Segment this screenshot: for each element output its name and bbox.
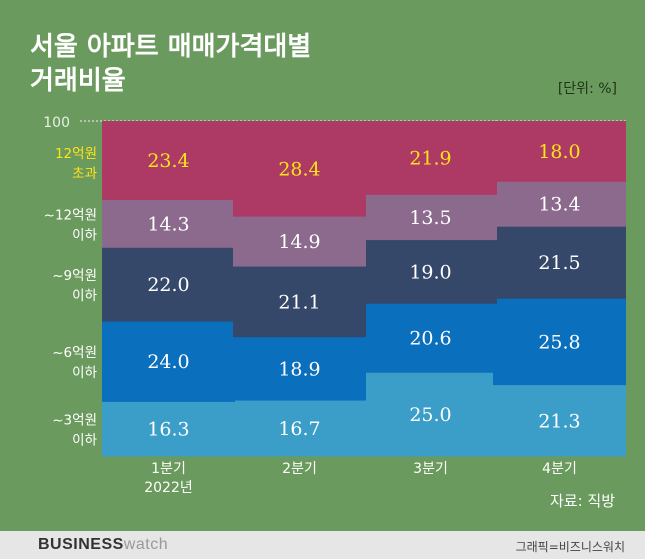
graphic-credit: 그래픽=비즈니스워치	[515, 540, 625, 554]
logo-light: watch	[123, 536, 169, 553]
data-label: 16.7	[278, 418, 320, 440]
source-label: 자료: 직방	[549, 492, 615, 510]
series-label: ~12억원	[44, 207, 97, 223]
y-tick-label: 100	[43, 115, 70, 131]
data-label: 20.6	[409, 328, 451, 350]
bar-segment	[493, 384, 626, 457]
bar-segment	[233, 121, 366, 217]
data-label: 28.4	[278, 159, 320, 181]
series-label: ~3억원	[52, 413, 97, 429]
bar-segment	[364, 303, 497, 373]
series-label: 이하	[72, 433, 97, 449]
data-label: 18.9	[278, 358, 320, 380]
bar-segment	[364, 121, 497, 195]
series-label: 이하	[72, 288, 97, 304]
bar-segment	[493, 181, 626, 227]
data-label: 25.0	[409, 404, 451, 426]
title-line-2: 거래비율	[30, 66, 126, 96]
bar-segment	[493, 226, 626, 299]
bar-segment	[102, 121, 235, 200]
bar-segment	[364, 194, 497, 241]
data-label: 21.5	[538, 252, 580, 274]
bar-segment	[233, 266, 366, 338]
footer: BUSINESSwatch 그래픽=비즈니스워치	[0, 531, 645, 559]
bar-segment	[233, 216, 366, 267]
data-label: 14.9	[278, 231, 320, 253]
series-label: ~9억원	[52, 268, 97, 284]
data-label: 25.8	[538, 331, 580, 353]
bar-segment	[102, 199, 235, 248]
data-label: 21.3	[538, 410, 580, 432]
logo: BUSINESSwatch	[38, 536, 168, 554]
title-line-1: 서울 아파트 매매가격대별	[30, 32, 312, 62]
bar-segment	[102, 247, 235, 322]
category-label: 1분기	[151, 461, 186, 477]
data-label: 23.4	[147, 150, 189, 172]
chart-title: 서울 아파트 매매가격대별 거래비율	[30, 30, 311, 98]
bar-segment	[233, 336, 366, 401]
series-label: 이하	[72, 365, 97, 381]
category-label: 3분기	[413, 461, 448, 477]
data-label: 13.4	[538, 194, 580, 216]
bar-segment	[364, 372, 497, 457]
category-label: 2분기	[282, 461, 317, 477]
stacked-bar-chart: 100 16.3 16.7 25.0 21.3 24.0 18.9 20.6 25.8 22.0 2…	[43, 115, 626, 496]
data-label: 14.3	[147, 213, 189, 235]
data-label: 16.3	[147, 419, 189, 441]
bar-segment	[102, 320, 235, 402]
bar-segment	[233, 400, 366, 457]
bar-segment	[493, 121, 626, 182]
bar-segment	[102, 401, 235, 457]
data-label: 22.0	[147, 274, 189, 296]
data-label: 21.9	[409, 148, 451, 170]
bar-segment	[364, 239, 497, 304]
data-label: 24.0	[147, 351, 189, 373]
logo-bold: BUSINESS	[38, 536, 124, 553]
data-label: 13.5	[409, 207, 451, 229]
series-label: ~6억원	[52, 345, 97, 361]
category-label: 2022년	[144, 480, 193, 496]
series-label: 이하	[72, 227, 97, 243]
category-label: 4분기	[542, 461, 577, 477]
data-label: 18.0	[538, 141, 580, 163]
bar-segment	[493, 298, 626, 386]
data-label: 21.1	[278, 291, 320, 313]
unit-label: [단위: %]	[557, 81, 617, 97]
data-label: 19.0	[409, 261, 451, 283]
series-label: 12억원	[55, 146, 97, 162]
series-label: 초과	[72, 166, 97, 182]
